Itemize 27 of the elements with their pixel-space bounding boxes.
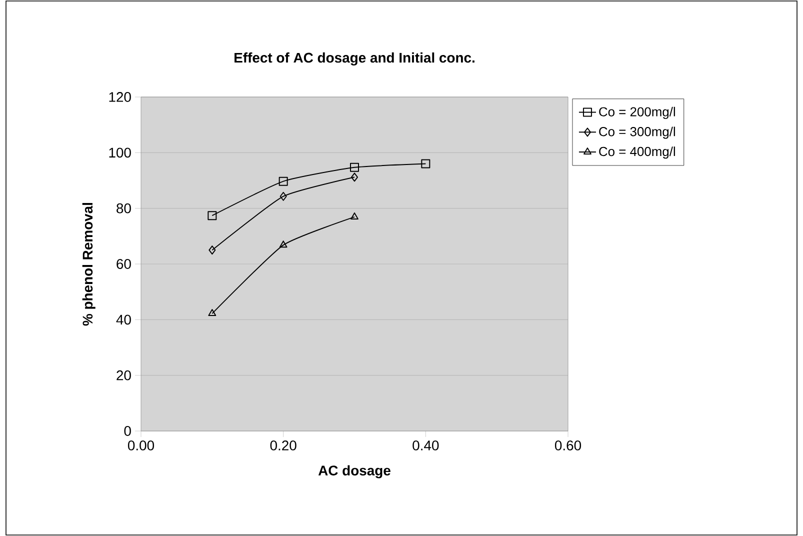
point bbox=[279, 240, 288, 248]
x-axis-title: AC dosage bbox=[318, 465, 390, 478]
chart-title: Effect of AC dosage and Initial conc. bbox=[234, 52, 474, 66]
y-tick-label: 20 bbox=[116, 370, 131, 380]
point bbox=[208, 246, 216, 255]
y-tick-label: 40 bbox=[116, 314, 131, 325]
point bbox=[208, 211, 217, 220]
y-tick-label: 120 bbox=[109, 92, 131, 102]
x-tick-label: 0.00 bbox=[128, 440, 154, 450]
point bbox=[278, 176, 288, 186]
y-tick-label: 100 bbox=[109, 148, 131, 158]
y-tick-label: 60 bbox=[116, 259, 131, 269]
y-tick-label: 80 bbox=[116, 203, 131, 214]
legend-label: Co = 200mg/l bbox=[599, 106, 675, 119]
point bbox=[208, 309, 216, 316]
legend-label: Co = 300mg/l bbox=[599, 126, 675, 139]
x-tick-label: 0.20 bbox=[270, 440, 296, 450]
legend-label: Co = 400mg/l bbox=[599, 146, 675, 159]
x-tick-label: 0.60 bbox=[554, 440, 582, 450]
point bbox=[350, 212, 358, 220]
point bbox=[351, 172, 358, 182]
point bbox=[421, 159, 430, 168]
point bbox=[280, 192, 287, 201]
point bbox=[350, 162, 359, 172]
x-tick-label: 0.40 bbox=[412, 440, 439, 450]
y-axis-title: % phenol Removal bbox=[82, 202, 96, 326]
y-tick-label: 0 bbox=[124, 426, 131, 436]
